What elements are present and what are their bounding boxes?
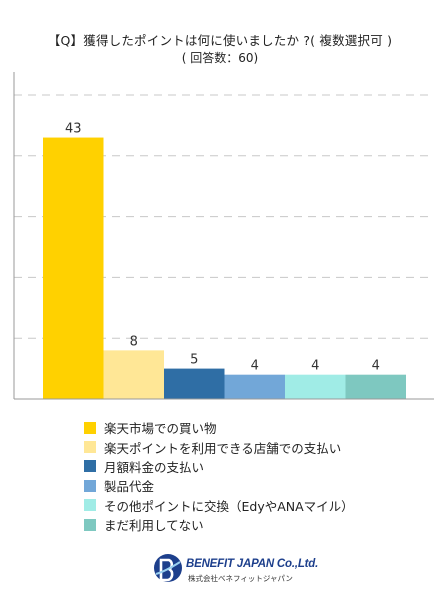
legend-label: その他ポイントに交換（EdyやANAマイル） — [104, 498, 354, 514]
axes — [13, 72, 434, 400]
bar-2 — [103, 350, 164, 399]
legend-swatch — [84, 518, 96, 531]
bar-5 — [285, 374, 346, 399]
legend-label: 楽天市場での買い物 — [104, 421, 217, 437]
legend-label: 製品代金 — [104, 479, 155, 495]
bar-4 — [224, 374, 285, 399]
data-label-2: 8 — [130, 334, 138, 349]
legend-swatch — [84, 460, 96, 473]
data-label-5: 4 — [311, 359, 319, 374]
company-logo: BENEFIT JAPAN Co.,Ltd. 株式会社ベネフィットジャパン — [152, 552, 318, 588]
data-label-3: 5 — [190, 353, 198, 368]
legend-item-5: その他ポイントに交換（EdyやANAマイル） — [84, 496, 354, 515]
legend-item-2: 楽天ポイントを利用できる店舗での支払い — [84, 437, 354, 456]
legend-item-6: まだ利用してない — [84, 515, 354, 534]
data-labels: 43 8 5 4 4 4 — [65, 122, 380, 374]
legend: 楽天市場での買い物楽天ポイントを利用できる店舗での支払い 月額料金の支払い 製品代金… — [84, 418, 354, 534]
bars — [43, 137, 406, 399]
legend-label: まだ利用してない — [104, 518, 204, 534]
legend-swatch — [84, 499, 96, 512]
bar-chart: 43 8 5 4 4 4 — [13, 72, 434, 400]
legend-label: 楽天ポイントを利用できる店舗での支払い — [104, 440, 342, 456]
legend-item-4: 製品代金 — [84, 476, 354, 495]
legend-item-3: 月額料金の支払い — [84, 457, 354, 476]
bar-3 — [164, 368, 225, 399]
chart-subtitle: ( 回答数：60) — [181, 51, 259, 65]
chart-title: 【Q】獲得したポイントは何に使いましたか ?( 複数選択可 ) — [47, 33, 393, 48]
data-label-4: 4 — [251, 359, 259, 374]
legend-item-1: 楽天市場での買い物 — [84, 418, 354, 437]
data-label-1: 43 — [65, 122, 82, 137]
company-name: BENEFIT JAPAN Co.,Ltd. — [186, 558, 319, 570]
legend-swatch — [84, 421, 96, 434]
company-name-ja: 株式会社ベネフィットジャパン — [188, 574, 293, 583]
legend-swatch — [84, 479, 96, 492]
data-label-6: 4 — [372, 359, 380, 374]
bar-6 — [345, 374, 406, 399]
company-logo-mark-icon — [154, 554, 182, 582]
bar-1 — [43, 137, 104, 399]
legend-label: 月額料金の支払い — [104, 459, 205, 475]
legend-swatch — [84, 441, 96, 454]
